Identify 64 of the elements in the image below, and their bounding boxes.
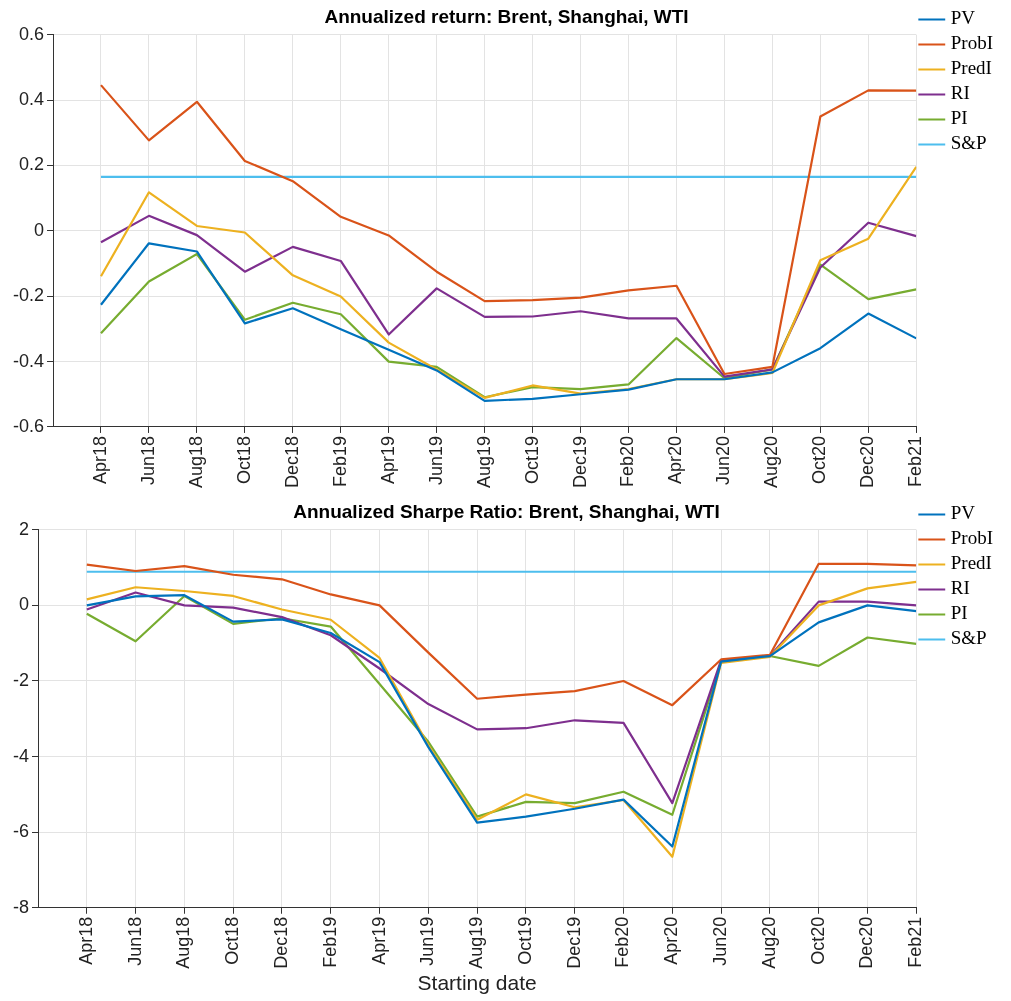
y-tick-label: -0.2 [12,285,45,306]
y-tick-label: -6 [12,821,29,842]
x-tick-label: Oct19 [514,916,535,965]
x-tick-label: Dec20 [857,435,878,488]
legend-label: PV [950,502,976,524]
x-axis-title: Starting date [417,971,537,995]
x-tick-label: Jun19 [417,916,438,966]
x-tick-label: Apr18 [75,916,96,965]
x-tick-label: Jun18 [137,435,158,485]
x-tick-label: Apr20 [661,916,682,965]
x-tick-label: Jun20 [713,435,734,485]
x-tick-label: Jun19 [425,435,446,485]
legend-label: RI [950,82,970,104]
x-tick-label: Dec18 [281,435,302,488]
legend-label: ProbI [950,32,994,54]
x-tick-label: Feb21 [905,435,926,487]
legend-label: S&P [950,627,987,649]
x-tick-label: Aug19 [466,916,487,969]
y-tick-label: 0.4 [18,89,45,110]
x-tick-label: Feb21 [905,916,926,968]
x-tick-label: Oct18 [233,435,254,484]
x-tick-label: Feb20 [617,435,638,487]
x-tick-label: Aug20 [761,435,782,489]
y-tick-label: 0 [18,594,29,615]
y-tick-label: 0.2 [18,154,45,175]
x-tick-label: Apr18 [89,435,110,484]
legend-label: PI [950,107,968,129]
x-tick-label: Aug18 [173,916,194,969]
y-tick-label: 0 [34,219,45,240]
legend-label: RI [950,577,970,599]
legend-label: PredI [950,57,992,79]
x-tick-label: Jun18 [124,916,145,966]
x-tick-label: Feb20 [612,916,633,968]
y-tick-label: -2 [12,669,29,690]
chart-title: Annualized return: Brent, Shanghai, WTI [324,5,689,27]
x-tick-label: Dec19 [569,435,590,488]
y-tick-label: -4 [12,745,29,766]
y-tick-label: 2 [18,518,29,539]
y-tick-label: -8 [12,896,29,917]
y-tick-label: -0.4 [12,350,45,371]
x-tick-label: Apr19 [368,916,389,965]
legend-label: ProbI [950,527,994,549]
x-tick-label: Jun20 [710,916,731,966]
y-tick-label: -0.6 [12,415,45,436]
x-tick-label: Oct19 [521,435,542,484]
chart-title: Annualized Sharpe Ratio: Brent, Shanghai, WTI [293,500,720,522]
x-tick-label: Feb19 [329,435,350,487]
x-tick-label: Apr19 [377,435,398,484]
x-tick-label: Feb19 [319,916,340,968]
x-tick-label: Oct20 [809,435,830,484]
x-tick-label: Aug20 [758,916,779,969]
x-tick-label: Aug18 [185,435,206,489]
x-tick-label: Apr20 [665,435,686,484]
legend-label: PV [950,7,976,29]
x-tick-label: Oct18 [222,916,243,965]
legend-label: PredI [950,552,992,574]
x-tick-label: Dec19 [563,916,584,969]
x-tick-label: Aug19 [473,435,494,489]
legend-label: S&P [950,132,987,154]
x-tick-label: Oct20 [807,916,828,965]
x-tick-label: Dec18 [270,916,291,969]
x-tick-label: Dec20 [856,916,877,969]
y-tick-label: 0.6 [18,23,45,44]
legend-label: PI [950,602,968,624]
